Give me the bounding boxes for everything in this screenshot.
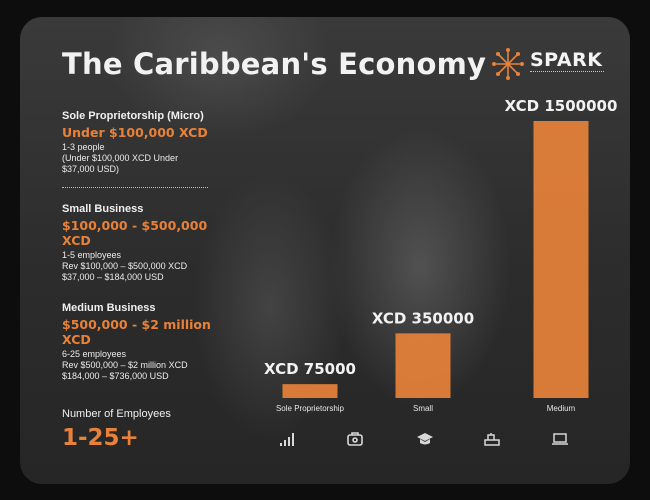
category-label: Medium: [547, 404, 576, 413]
segment-range: $100,000 - $500,000 XCD: [62, 218, 208, 248]
employees-label: Number of Employees: [62, 408, 171, 420]
segment-name: Sole Proprietorship (Micro): [62, 110, 204, 122]
segment-small: Small Business $100,000 - $500,000 XCD 1…: [62, 203, 222, 283]
segment-detail: (Under $100,000 XCD Under: [62, 153, 179, 163]
cash-register-icon: [484, 433, 500, 446]
bar-chart: XCD 75000 Sole Proprietorship XCD 350000 Sm…: [264, 97, 618, 413]
segment-detail: Rev $100,000 – $500,000 XCD: [62, 261, 188, 271]
graduation-cap-icon: [417, 433, 433, 445]
laptop-icon: [552, 433, 568, 445]
segment-detail: 6-25 employees: [62, 349, 127, 359]
logo-tagline-rule: [530, 71, 604, 75]
infographic-card: The Caribbean's Economy SPARK Sole P: [20, 17, 630, 484]
segment-name: Medium Business: [62, 302, 156, 314]
category-label: Sole Proprietorship: [276, 404, 345, 413]
bar-sole-proprietorship: [282, 384, 338, 398]
bar-small: [395, 333, 451, 398]
bar-value-label: XCD 1500000: [505, 97, 618, 115]
segment-medium: Medium Business $500,000 - $2 million XC…: [62, 302, 222, 382]
logo-text: SPARK: [530, 49, 603, 71]
section-divider: [62, 187, 208, 188]
employees-value: 1-25+: [62, 425, 139, 451]
segment-detail: Rev $500,000 – $2 million XCD: [62, 360, 188, 370]
segment-detail: $37,000 USD): [62, 164, 120, 174]
bar-value-label: XCD 350000: [372, 309, 474, 327]
brand-logo: SPARK: [490, 47, 610, 81]
segment-micro: Sole Proprietorship (Micro) Under $100,0…: [62, 110, 237, 175]
segment-detail: $37,000 – $184,000 USD: [62, 272, 164, 282]
briefcase-icon: [347, 432, 363, 446]
segment-name: Small Business: [62, 203, 144, 215]
segment-range: Under $100,000 XCD: [62, 125, 208, 140]
segment-detail: 1-3 people: [62, 142, 105, 152]
page-title: The Caribbean's Economy: [62, 47, 487, 81]
bar-medium: [533, 121, 589, 398]
segment-range: $500,000 - $2 million XCD: [62, 317, 211, 347]
segment-detail: $184,000 – $736,000 USD: [62, 371, 169, 381]
bar-value-label: XCD 75000: [264, 360, 356, 378]
signal-bars-icon: [280, 433, 294, 446]
spark-burst-icon: [492, 48, 524, 80]
category-label: Small: [413, 404, 433, 413]
segment-detail: 1-5 employees: [62, 250, 122, 260]
